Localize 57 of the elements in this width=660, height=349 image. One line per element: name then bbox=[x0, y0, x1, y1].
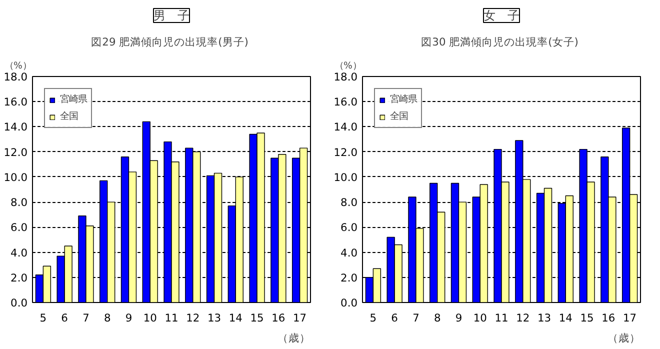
y-tick-label: 14.0 bbox=[4, 120, 28, 134]
y-tick-label: 12.0 bbox=[4, 146, 28, 159]
y-tick-label: 4.0 bbox=[10, 246, 28, 260]
legend-label: 全国 bbox=[390, 110, 409, 123]
x-tick-label: 5 bbox=[40, 312, 47, 324]
x-tick-label: 6 bbox=[61, 312, 68, 324]
x-tick-label: 9 bbox=[125, 312, 132, 324]
x-tick-label: 13 bbox=[207, 312, 222, 324]
x-tick-label: 13 bbox=[537, 312, 552, 324]
y-tick-label: 8.0 bbox=[10, 196, 28, 210]
x-axis-title: （歳） bbox=[608, 332, 640, 344]
x-tick-label: 11 bbox=[494, 312, 508, 324]
y-tick-label: 14.0 bbox=[334, 120, 358, 134]
x-tick-label: 16 bbox=[272, 312, 286, 324]
chart-subtitle: 男 子 bbox=[154, 8, 190, 22]
y-tick-label: 16.0 bbox=[334, 96, 358, 109]
x-tick-label: 6 bbox=[391, 312, 398, 324]
legend-label: 宮崎県 bbox=[60, 93, 87, 106]
y-axis-title: （%） bbox=[334, 60, 362, 72]
x-tick-label: 15 bbox=[580, 312, 594, 324]
x-tick-label: 9 bbox=[455, 312, 462, 324]
x-tick-label: 7 bbox=[412, 312, 420, 324]
x-tick-label: 10 bbox=[473, 312, 488, 324]
x-tick-label: 12 bbox=[516, 312, 530, 324]
y-tick-label: 10.0 bbox=[334, 170, 358, 184]
x-tick-label: 12 bbox=[186, 312, 200, 324]
y-tick-label: 6.0 bbox=[10, 221, 28, 234]
y-tick-label: 16.0 bbox=[4, 96, 28, 109]
y-axis-title: （%） bbox=[4, 60, 32, 72]
x-tick-label: 15 bbox=[250, 312, 264, 324]
y-tick-label: 2.0 bbox=[10, 271, 28, 284]
y-tick-label: 6.0 bbox=[340, 221, 358, 234]
x-tick-label: 16 bbox=[602, 312, 616, 324]
y-tick-label: 4.0 bbox=[340, 246, 358, 260]
y-tick-label: 2.0 bbox=[340, 271, 358, 284]
x-tick-label: 8 bbox=[104, 312, 111, 324]
x-tick-label: 5 bbox=[370, 312, 377, 324]
y-tick-label: 10.0 bbox=[4, 170, 28, 184]
x-tick-label: 7 bbox=[82, 312, 90, 324]
x-tick-label: 8 bbox=[434, 312, 441, 324]
legend-label: 全国 bbox=[60, 110, 79, 123]
x-tick-label: 17 bbox=[293, 312, 307, 324]
x-tick-label: 14 bbox=[558, 312, 573, 324]
y-tick-label: 18.0 bbox=[334, 70, 358, 84]
chart-title: 図29 肥満傾向児の出現率(男子) bbox=[91, 36, 248, 48]
y-tick-label: 8.0 bbox=[340, 196, 358, 210]
x-tick-label: 10 bbox=[143, 312, 158, 324]
legend-label: 宮崎県 bbox=[390, 93, 417, 106]
x-tick-label: 14 bbox=[228, 312, 243, 324]
y-tick-label: 18.0 bbox=[4, 70, 28, 84]
x-tick-label: 11 bbox=[164, 312, 178, 324]
x-axis-title: （歳） bbox=[278, 332, 310, 344]
y-tick-label: 12.0 bbox=[334, 146, 358, 159]
y-tick-label: 0.0 bbox=[10, 296, 28, 310]
y-tick-label: 0.0 bbox=[340, 296, 358, 310]
x-tick-label: 17 bbox=[623, 312, 637, 324]
chart-title: 図30 肥満傾向児の出現率(女子) bbox=[421, 36, 578, 48]
